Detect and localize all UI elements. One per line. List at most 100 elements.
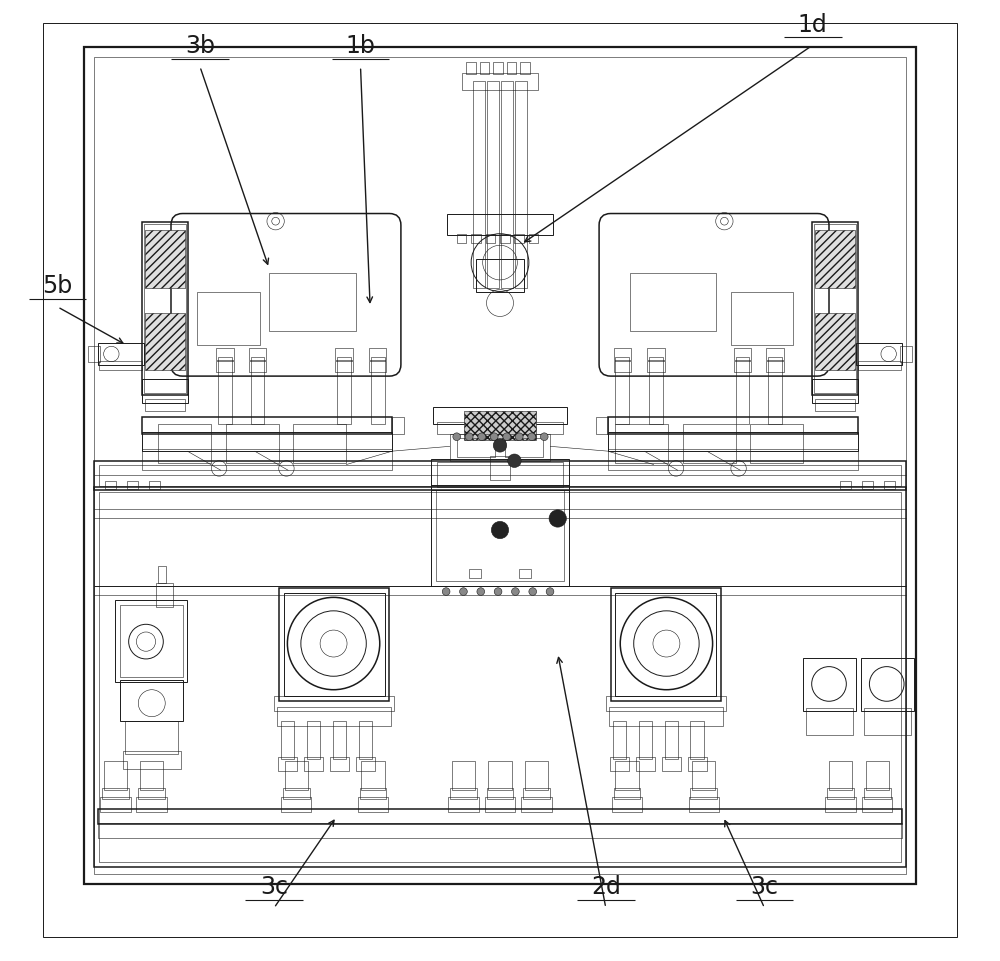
Bar [433,407,567,425]
Bar [333,721,346,759]
Bar [690,721,704,759]
Circle shape [549,510,566,528]
Bar [505,438,543,457]
Bar [142,223,188,396]
Circle shape [477,588,485,596]
Bar [144,225,186,394]
Bar [140,761,163,790]
Bar [104,761,127,790]
Bar [514,234,524,244]
Bar [829,761,852,790]
Circle shape [512,588,519,596]
Bar [683,425,736,463]
Bar [281,798,311,812]
Bar [803,658,856,711]
Text: 1b: 1b [346,34,375,58]
Bar [864,788,891,800]
Bar [608,417,858,434]
Bar [249,361,266,373]
Bar [337,357,351,425]
Bar [145,313,185,371]
Bar [476,259,524,293]
Bar [750,425,803,463]
Bar [866,761,889,790]
Bar [864,708,911,735]
Bar [490,456,510,480]
Bar [692,761,715,790]
Bar [358,798,388,812]
Bar [226,425,279,463]
Bar [473,82,485,288]
Bar [812,223,858,396]
Bar [447,214,553,235]
Bar [900,347,912,362]
Bar [689,798,719,812]
Bar [437,423,563,434]
Bar [521,798,552,812]
Bar [647,349,665,360]
Bar [149,481,160,489]
Bar [462,74,538,91]
Bar [392,417,404,434]
Bar [251,357,264,425]
Bar [216,349,234,360]
Bar [436,490,564,581]
Bar [274,697,394,711]
Bar [431,485,569,586]
Bar [734,361,751,373]
Bar [515,82,527,288]
Bar [630,274,716,332]
Bar [145,231,185,288]
Bar [437,462,563,487]
Bar [501,82,513,288]
Bar [448,798,479,812]
Bar [99,465,901,486]
Bar [284,593,385,697]
Bar [120,680,183,721]
Text: 1d: 1d [798,12,828,37]
Bar [884,481,895,489]
Bar [464,411,536,440]
Bar [523,788,550,800]
Bar [768,357,782,425]
Bar [450,788,477,800]
Bar [507,63,516,75]
Bar [613,721,626,759]
Bar [825,798,856,812]
Bar [665,721,678,759]
Bar [120,605,183,678]
Circle shape [515,433,523,441]
Bar [500,234,510,244]
Bar [488,761,512,790]
Bar [812,380,858,404]
Bar [814,225,856,394]
Bar [647,361,665,373]
Bar [123,752,181,769]
Bar [279,588,389,702]
Bar [218,357,232,425]
Bar [115,601,187,682]
Circle shape [540,433,548,441]
Bar [615,425,668,463]
Bar [608,432,858,452]
Bar [100,798,131,812]
Bar [806,708,853,735]
Bar [158,566,166,583]
Bar [142,380,188,404]
Bar [356,757,375,771]
Bar [136,798,167,812]
Bar [610,757,629,771]
Bar [688,757,707,771]
Bar [486,234,495,244]
Bar [359,721,372,759]
Text: 3c: 3c [260,875,288,899]
Bar [815,400,855,411]
Bar [614,788,640,800]
Text: 5b: 5b [42,274,73,298]
Bar [466,63,476,75]
Bar [84,48,916,884]
Bar [856,344,902,365]
Bar [609,707,723,727]
Bar [840,481,851,489]
Bar [330,757,349,771]
